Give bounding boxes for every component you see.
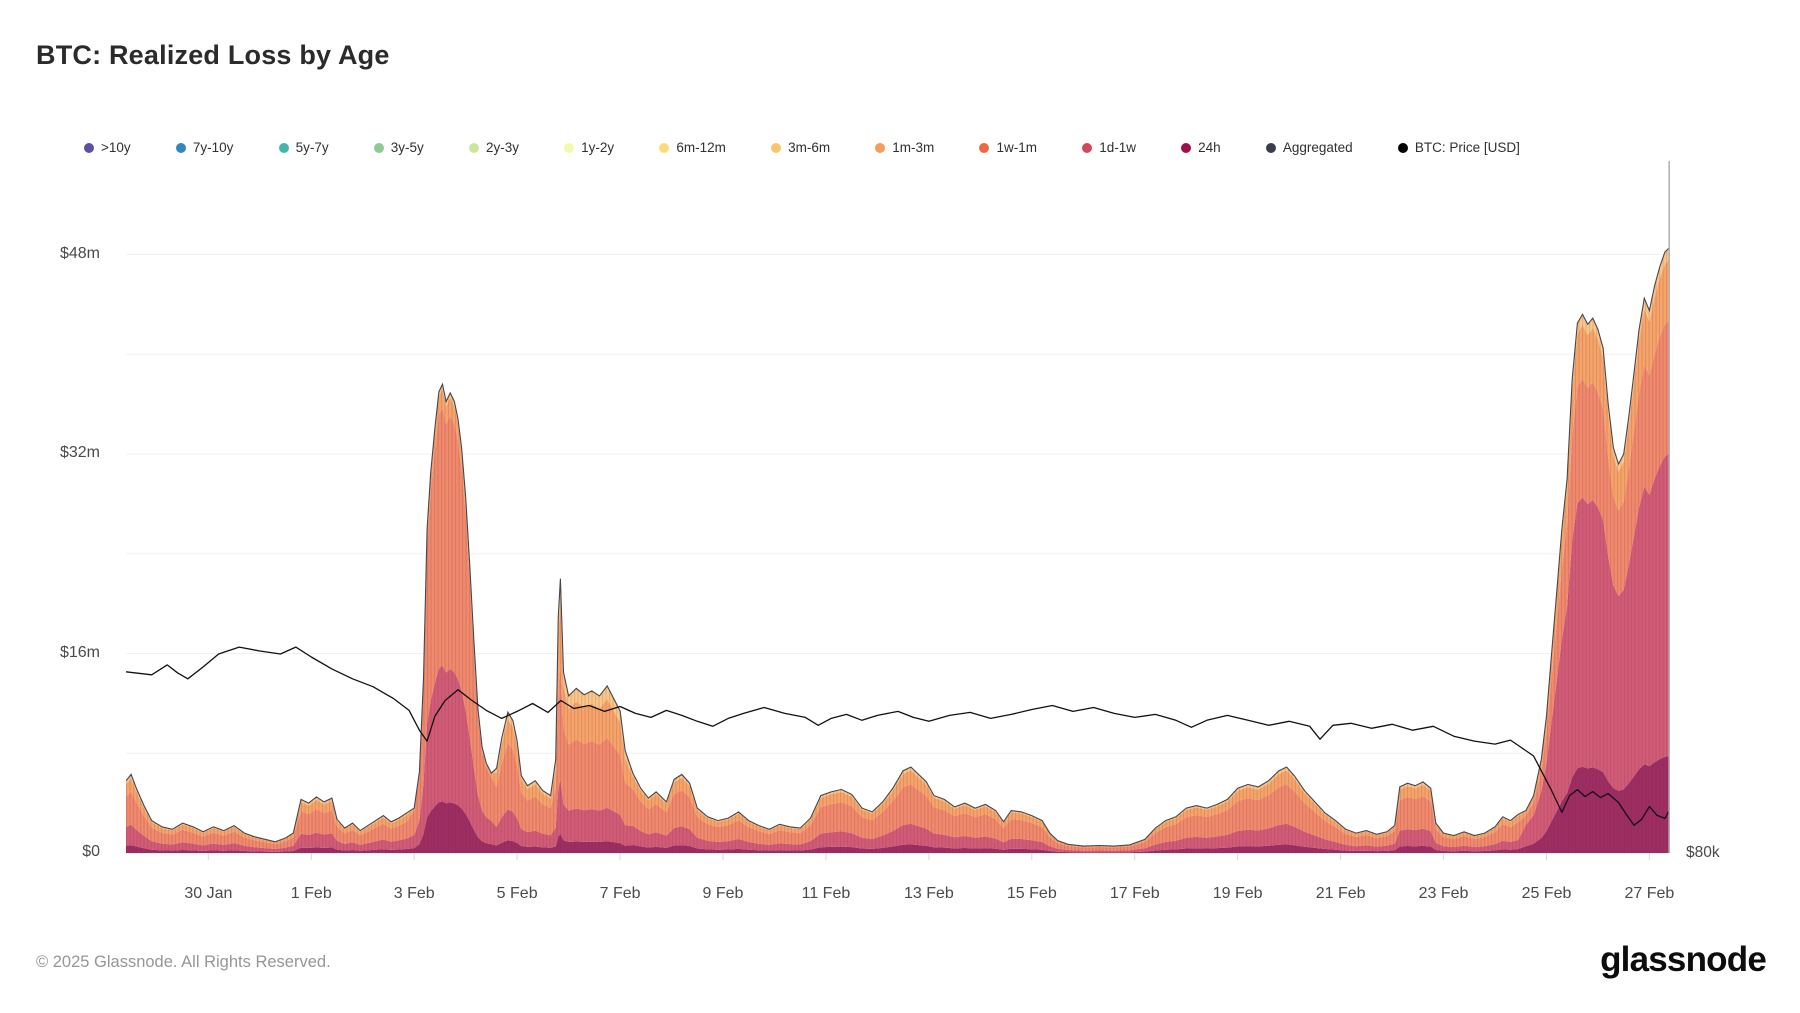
legend-dot-3y-5y xyxy=(373,142,384,153)
legend-dot-2y-3y xyxy=(468,142,479,153)
copyright-text: © 2025 Glassnode. All Rights Reserved. xyxy=(36,953,331,971)
legend-item-1d-1w[interactable]: 1d-1w xyxy=(1082,140,1136,155)
legend-label: Aggregated xyxy=(1282,140,1353,155)
legend-dot-7y-10y xyxy=(175,142,186,153)
legend-item-3y-5y[interactable]: 3y-5y xyxy=(373,140,424,155)
x-tick-label: 17 Feb xyxy=(1109,885,1160,902)
x-tick-label: 11 Feb xyxy=(801,885,851,902)
legend-label: 7y-10y xyxy=(192,140,234,155)
legend-dot-24h xyxy=(1181,142,1192,153)
aggregated-line xyxy=(126,246,1670,847)
legend-label: 1w-1m xyxy=(996,140,1037,155)
x-tick-label: 1 Feb xyxy=(290,885,332,902)
x-tick-label: 13 Feb xyxy=(903,885,954,902)
chart-legend: >10y 7y-10y 5y-7y 3y-5y 2y-3y 1y-2y 6m-12m 3m-6… xyxy=(84,140,1520,155)
legend-label: 5y-7y xyxy=(295,140,329,155)
legend-label: 2y-3y xyxy=(485,140,519,155)
legend-item-gt10y[interactable]: >10y xyxy=(84,140,131,155)
legend-label: 1m-3m xyxy=(892,140,935,155)
y-tick-label: $32m xyxy=(59,444,100,461)
y-tick-label: $16m xyxy=(59,643,100,661)
legend-dot-5y-7y xyxy=(278,142,289,153)
x-tick-label: 7 Feb xyxy=(599,885,641,902)
legend-dot-aggregated xyxy=(1265,142,1276,153)
legend-item-6m-12m[interactable]: 6m-12m xyxy=(659,140,726,155)
x-tick-label: 23 Feb xyxy=(1418,885,1469,902)
y-tick-label: $48m xyxy=(59,244,100,262)
legend-dot-1d-1w xyxy=(1082,142,1093,153)
stack-texture xyxy=(126,247,1670,853)
legend-item-24h[interactable]: 24h xyxy=(1181,140,1221,155)
legend-label: 1y-2y xyxy=(581,140,615,155)
x-tick-label: 3 Feb xyxy=(393,885,435,902)
x-tick-label: 9 Feb xyxy=(702,885,744,902)
legend-label: 3y-5y xyxy=(390,140,424,155)
page-title: BTC: Realized Loss by Age xyxy=(36,40,390,70)
y-tick-label: $0 xyxy=(82,843,100,860)
legend-dot-gt10y xyxy=(84,142,94,153)
x-tick-label: 19 Feb xyxy=(1212,885,1263,902)
legend-label: 6m-12m xyxy=(676,140,726,155)
legend-dot-3m-6m xyxy=(771,142,782,153)
legend-dot-1y-2y xyxy=(564,142,575,153)
legend-label: >10y xyxy=(101,140,131,155)
legend-dot-1w-1m xyxy=(979,142,990,153)
legend-item-2y-3y[interactable]: 2y-3y xyxy=(468,140,519,155)
price-axis-tick: $80k xyxy=(1686,844,1720,861)
legend-label: 24h xyxy=(1198,140,1221,155)
legend-dot-6m-12m xyxy=(659,142,670,153)
legend-item-3m-6m[interactable]: 3m-6m xyxy=(771,140,830,155)
area-1w-1m xyxy=(126,319,1670,851)
x-tick-label: 30 Jan xyxy=(184,885,233,902)
area-3m-6m+ xyxy=(126,247,1670,847)
btc-price-line xyxy=(126,646,1670,826)
legend-label: 1d-1w xyxy=(1099,140,1136,155)
legend-item-1w-1m[interactable]: 1w-1m xyxy=(979,140,1037,155)
chart-panel: BTC: Realized Loss by Age >10y 7y-10y 5y-7… xyxy=(36,40,1720,902)
glassnode-logo: glassnode xyxy=(1600,940,1767,979)
legend-dot-1m-3m xyxy=(875,142,886,153)
legend-item-1y-2y[interactable]: 1y-2y xyxy=(564,140,614,155)
x-tick-label: 5 Feb xyxy=(496,885,538,902)
legend-item-aggregated[interactable]: Aggregated xyxy=(1265,140,1353,155)
x-tick-label: 27 Feb xyxy=(1624,885,1675,902)
x-tick-label: 21 Feb xyxy=(1315,885,1366,902)
legend-dot-btc-price xyxy=(1397,142,1408,153)
legend-label: 3m-6m xyxy=(788,140,831,155)
x-tick-label: 25 Feb xyxy=(1521,885,1572,902)
legend-label: BTC: Price [USD] xyxy=(1414,140,1520,155)
legend-item-5y-7y[interactable]: 5y-7y xyxy=(278,140,329,155)
legend-item-1m-3m[interactable]: 1m-3m xyxy=(875,140,934,155)
legend-item-7y-10y[interactable]: 7y-10y xyxy=(175,140,234,155)
plot-area[interactable] xyxy=(126,161,1670,865)
x-tick-label: 15 Feb xyxy=(1006,885,1057,902)
legend-item-btc-price[interactable]: BTC: Price [USD] xyxy=(1397,140,1520,155)
